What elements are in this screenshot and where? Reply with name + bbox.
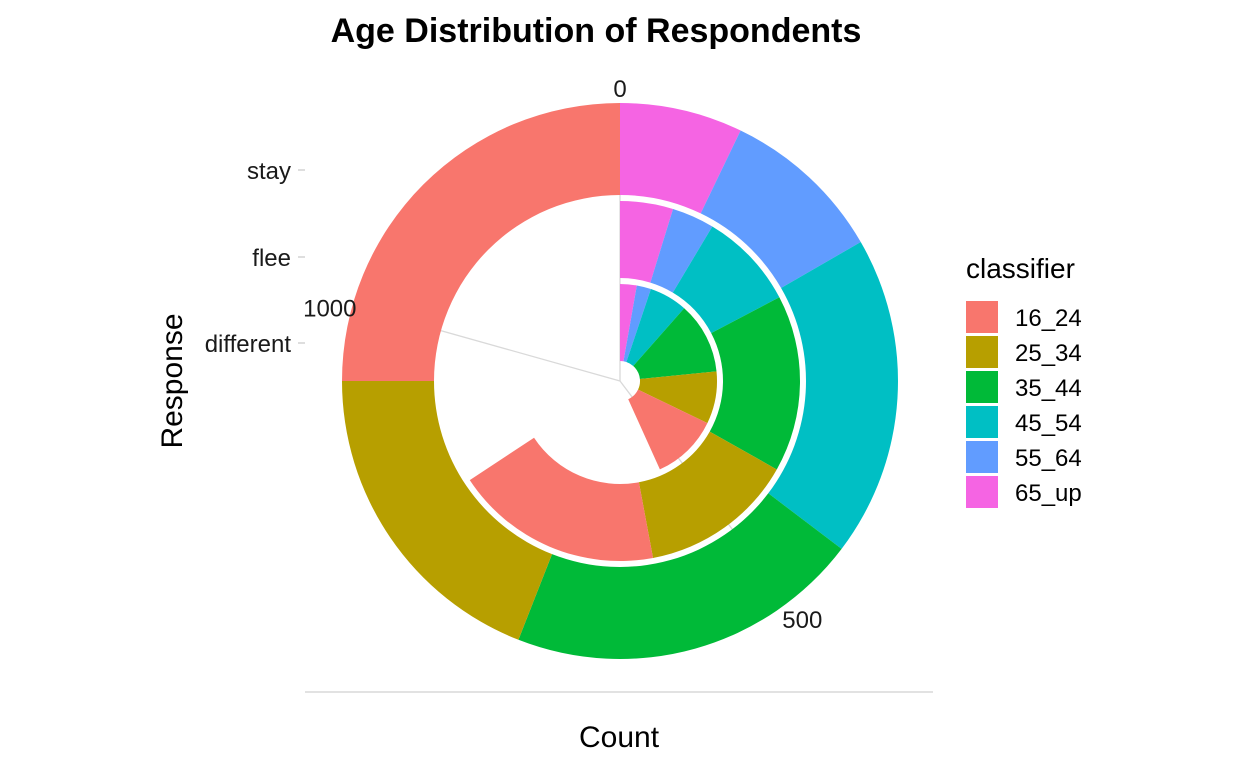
legend-label-16_24: 16_24 xyxy=(1015,305,1082,332)
wedge-different-65_up xyxy=(620,284,637,362)
y-axis-ticks: stay flee different xyxy=(205,158,305,358)
wedge-stay-45_54 xyxy=(768,242,898,549)
x-axis-title: Count xyxy=(579,721,660,754)
wedge-flee-35_44 xyxy=(709,297,800,470)
legend-swatch-16_24 xyxy=(966,301,998,333)
wedge-different-16_24 xyxy=(628,389,708,470)
wedge-stay-65_up xyxy=(620,103,741,214)
y-tick-label-flee: flee xyxy=(252,245,291,272)
plot-area xyxy=(342,103,898,660)
wedge-different-35_44 xyxy=(633,308,717,380)
y-tick-label-different: different xyxy=(205,331,292,358)
wedge-different-45_54 xyxy=(626,289,685,367)
wedge-stay-16_24 xyxy=(342,103,620,381)
legend-label-65_up: 65_up xyxy=(1015,480,1082,507)
legend-title: classifier xyxy=(966,253,1075,284)
wedge-different-55_64 xyxy=(623,285,651,363)
y-axis-title: Response xyxy=(156,313,189,448)
x-tick-label-1000: 1000 xyxy=(303,296,356,323)
wedge-flee-25_34 xyxy=(638,431,777,558)
chart-title: Age Distribution of Respondents xyxy=(331,12,862,50)
wedge-flee-16_24 xyxy=(469,437,654,561)
legend-label-45_54: 45_54 xyxy=(1015,410,1082,437)
wedge-flee-65_up xyxy=(620,201,674,283)
legend-swatch-35_44 xyxy=(966,371,998,403)
wedge-stay-25_34 xyxy=(342,381,553,640)
legend-swatch-45_54 xyxy=(966,406,998,438)
wedge-stay-55_64 xyxy=(700,130,861,288)
legend-items: 16_24 25_34 35_44 45_54 55_64 65_up xyxy=(966,301,1082,508)
x-axis-ticks: 0 500 1000 xyxy=(303,76,822,634)
legend-label-35_44: 35_44 xyxy=(1015,375,1082,402)
wedge-different-25_34 xyxy=(638,371,717,424)
legend-label-55_64: 55_64 xyxy=(1015,445,1082,472)
wedge-stay-35_44 xyxy=(518,493,842,660)
x-tick-label-500: 500 xyxy=(782,607,822,634)
wedge-flee-45_54 xyxy=(672,226,780,334)
legend: classifier 16_24 25_34 35_44 45_54 55_64 65_u… xyxy=(966,253,1082,508)
wedge-flee-55_64 xyxy=(650,208,713,293)
legend-swatch-25_34 xyxy=(966,336,998,368)
legend-swatch-65_up xyxy=(966,476,998,508)
legend-label-25_34: 25_34 xyxy=(1015,340,1082,367)
legend-swatch-55_64 xyxy=(966,441,998,473)
x-tick-label-0: 0 xyxy=(613,76,626,103)
y-tick-label-stay: stay xyxy=(247,158,291,185)
